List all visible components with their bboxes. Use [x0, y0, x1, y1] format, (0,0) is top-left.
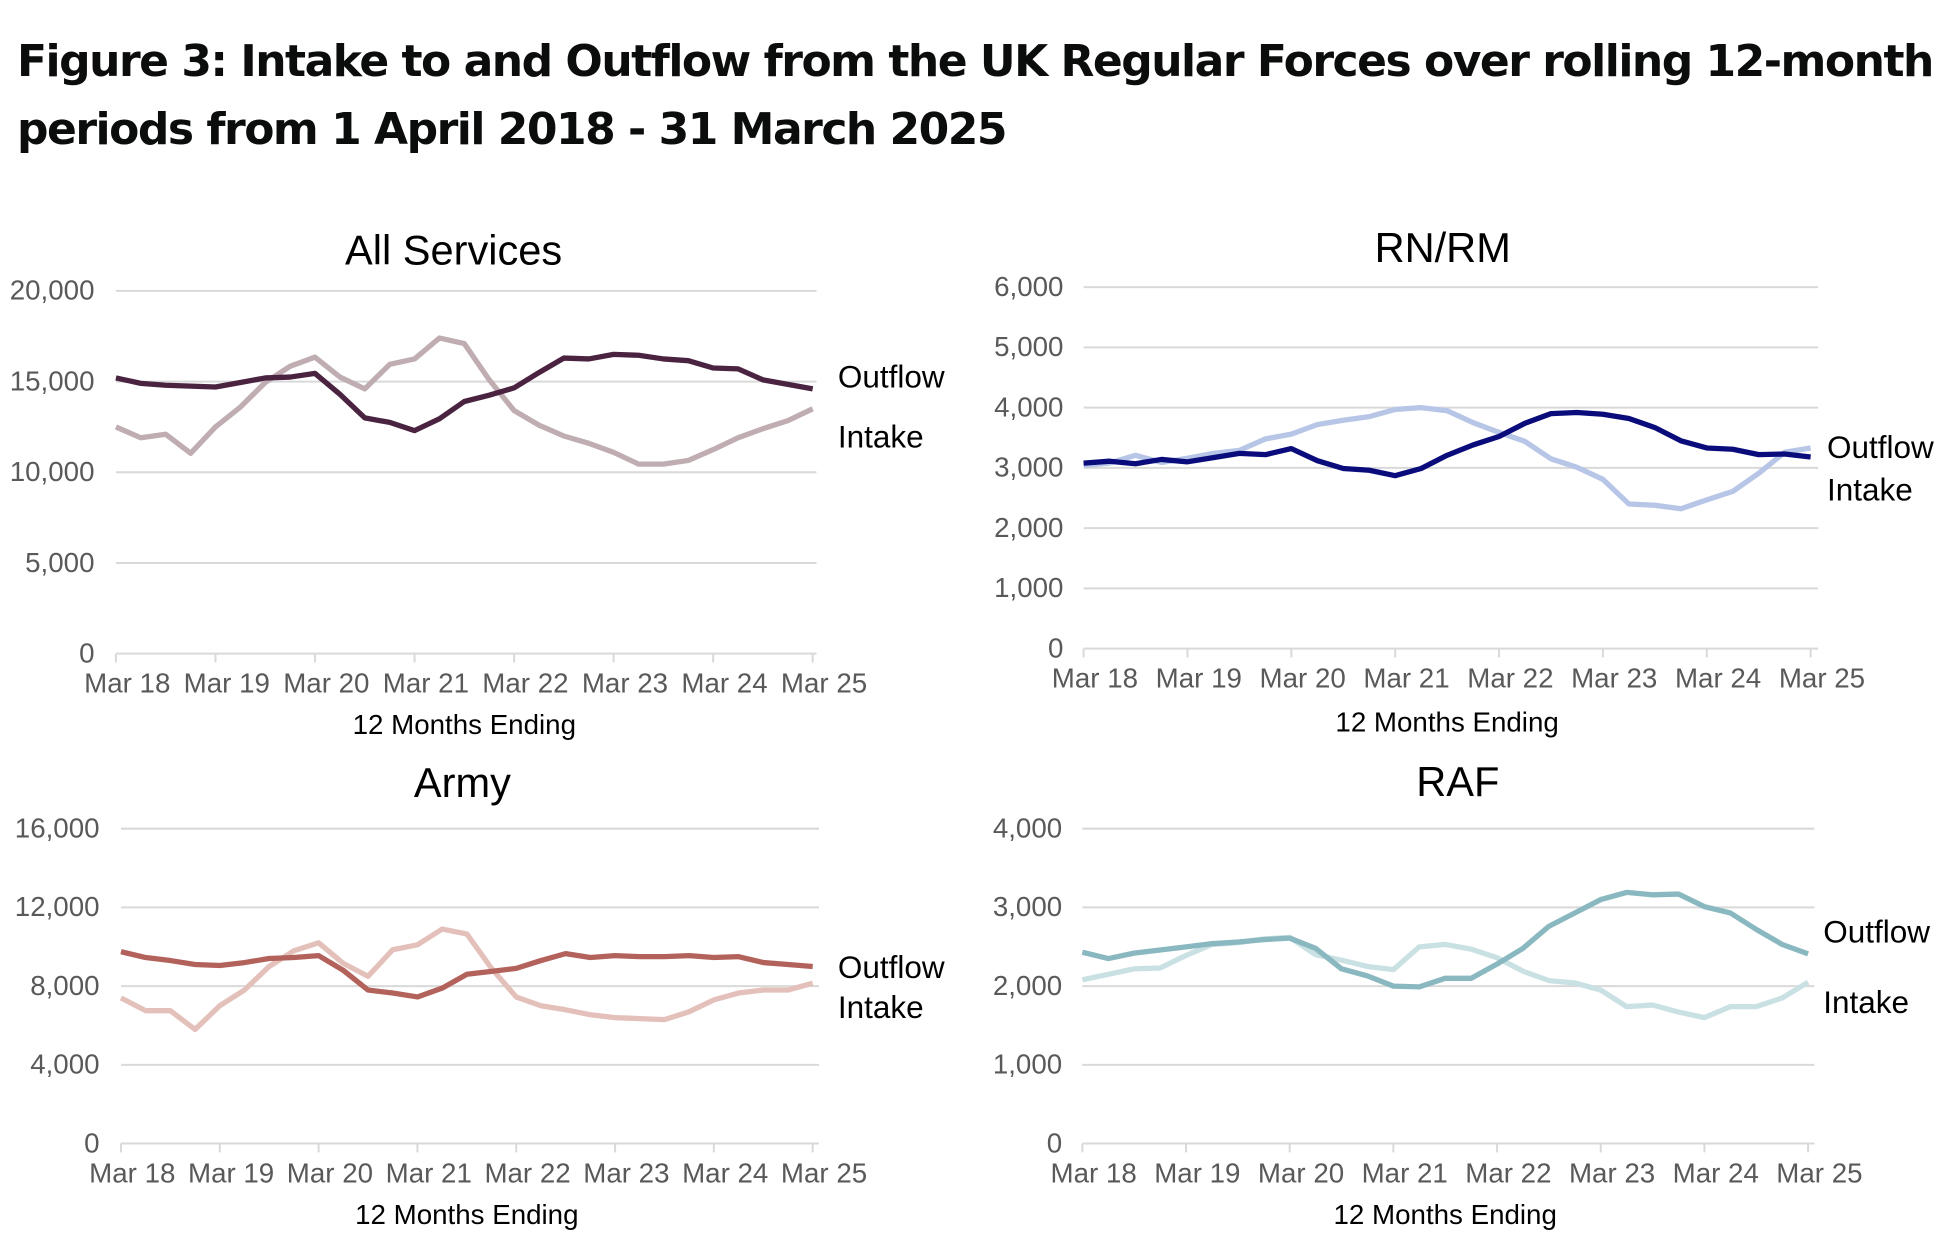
chart-title: RAF: [1416, 758, 1499, 805]
series-line-intake: [114, 335, 814, 467]
x-tick-label: Mar 23: [582, 668, 668, 699]
y-tick-label: 3,000: [993, 891, 1062, 922]
y-tick-label: 20,000: [10, 275, 95, 306]
x-tick-label: Mar 19: [184, 668, 270, 699]
y-tick-label: 0: [1047, 1127, 1062, 1158]
x-tick-label: Mar 23: [583, 1158, 669, 1189]
x-tick-label: Mar 21: [386, 1158, 472, 1189]
x-tick-label: Mar 18: [1052, 663, 1138, 694]
y-tick-label: 3,000: [994, 452, 1063, 483]
x-tick-label: Mar 25: [1776, 1158, 1862, 1189]
x-tick-label: Mar 23: [1571, 663, 1657, 694]
series-line-outflow: [120, 949, 813, 1000]
x-tick-label: Mar 20: [287, 1158, 373, 1189]
chart-title: Army: [414, 759, 511, 806]
x-tick-label: Mar 24: [682, 1158, 768, 1189]
series-label-outflow: Outflow: [838, 949, 945, 985]
series-line-intake: [1083, 405, 1812, 512]
chart-panel-raf: RAF 0 1,000 2,000 3,000 4,000 Mar 18 Mar 19 Mar …: [993, 758, 1930, 1230]
y-tick-label: 0: [84, 1127, 99, 1158]
series-label-outflow: Outflow: [838, 359, 945, 395]
x-axis-title: 12 Months Ending: [353, 709, 576, 740]
y-tick-label: 5,000: [994, 331, 1063, 362]
chart-panel-all-services: All Services 0 5,000 10,000 15,000 20,000 Mar …: [10, 226, 945, 740]
y-tick-label: 2,000: [993, 970, 1062, 1001]
y-tick-label: 8,000: [30, 970, 99, 1001]
series-line-outflow: [1081, 889, 1810, 990]
y-tick-label: 1,000: [993, 1049, 1062, 1080]
chart-title: All Services: [345, 226, 562, 273]
x-tick-label: Mar 22: [484, 1158, 570, 1189]
x-tick-label: Mar 20: [1258, 1158, 1344, 1189]
y-tick-label: 0: [1048, 632, 1063, 663]
x-tick-label: Mar 21: [1363, 663, 1449, 694]
series-label-intake: Intake: [1823, 984, 1909, 1020]
x-axis-title: 12 Months Ending: [355, 1199, 578, 1230]
x-tick-label: Mar 24: [1673, 1158, 1759, 1189]
y-tick-label: 5,000: [25, 547, 94, 578]
y-tick-label: 12,000: [15, 891, 100, 922]
x-tick-label: Mar 18: [1051, 1158, 1137, 1189]
series-line-intake: [1081, 934, 1810, 1021]
x-tick-label: Mar 19: [188, 1158, 274, 1189]
x-tick-label: Mar 24: [1675, 663, 1761, 694]
chart-panel-army: Army 0 4,000 8,000 12,000 16,000 Mar 18 Mar 19 M…: [15, 759, 945, 1230]
x-tick-label: Mar 19: [1156, 663, 1242, 694]
x-tick-label: Mar 18: [89, 1158, 175, 1189]
y-tick-label: 6,000: [994, 271, 1063, 302]
y-tick-label: 4,000: [30, 1049, 99, 1080]
series-label-outflow: Outflow: [1827, 429, 1934, 465]
x-tick-label: Mar 23: [1569, 1158, 1655, 1189]
x-axis-title: 12 Months Ending: [1335, 707, 1558, 738]
series-line-outflow: [1083, 409, 1811, 479]
x-tick-label: Mar 25: [781, 1158, 867, 1189]
x-tick-label: Mar 20: [283, 668, 369, 699]
x-tick-label: Mar 25: [781, 668, 867, 699]
chart-title: RN/RM: [1375, 224, 1511, 271]
series-label-outflow: Outflow: [1823, 913, 1930, 949]
y-tick-label: 0: [79, 637, 94, 668]
y-tick-label: 4,000: [993, 813, 1062, 844]
series-label-intake: Intake: [1827, 471, 1913, 507]
x-tick-label: Mar 22: [1467, 663, 1553, 694]
y-tick-label: 2,000: [994, 512, 1063, 543]
y-tick-label: 16,000: [15, 813, 100, 844]
y-tick-label: 15,000: [10, 365, 95, 396]
series-label-intake: Intake: [838, 989, 924, 1025]
x-tick-label: Mar 22: [482, 668, 568, 699]
y-tick-label: 1,000: [994, 572, 1063, 603]
x-axis-title: 12 Months Ending: [1334, 1199, 1557, 1230]
series-line-intake: [119, 926, 814, 1033]
figure-title: Figure 3: Intake to and Outflow from the…: [17, 36, 1934, 155]
x-tick-label: Mar 19: [1154, 1158, 1240, 1189]
y-tick-label: 4,000: [994, 391, 1063, 422]
x-tick-label: Mar 24: [681, 668, 767, 699]
x-tick-label: Mar 25: [1779, 663, 1865, 694]
x-tick-label: Mar 21: [383, 668, 469, 699]
series-line-outflow: [115, 351, 814, 434]
x-tick-label: Mar 20: [1260, 663, 1346, 694]
x-tick-label: Mar 22: [1465, 1158, 1551, 1189]
chart-panel-rn-rm: RN/RM 0 1,000 2,000 3,000 4,000 5,000 6,000 Mar …: [994, 224, 1934, 738]
y-tick-label: 10,000: [10, 456, 95, 487]
series-label-intake: Intake: [838, 418, 924, 454]
x-tick-label: Mar 18: [84, 668, 170, 699]
x-tick-label: Mar 21: [1362, 1158, 1448, 1189]
